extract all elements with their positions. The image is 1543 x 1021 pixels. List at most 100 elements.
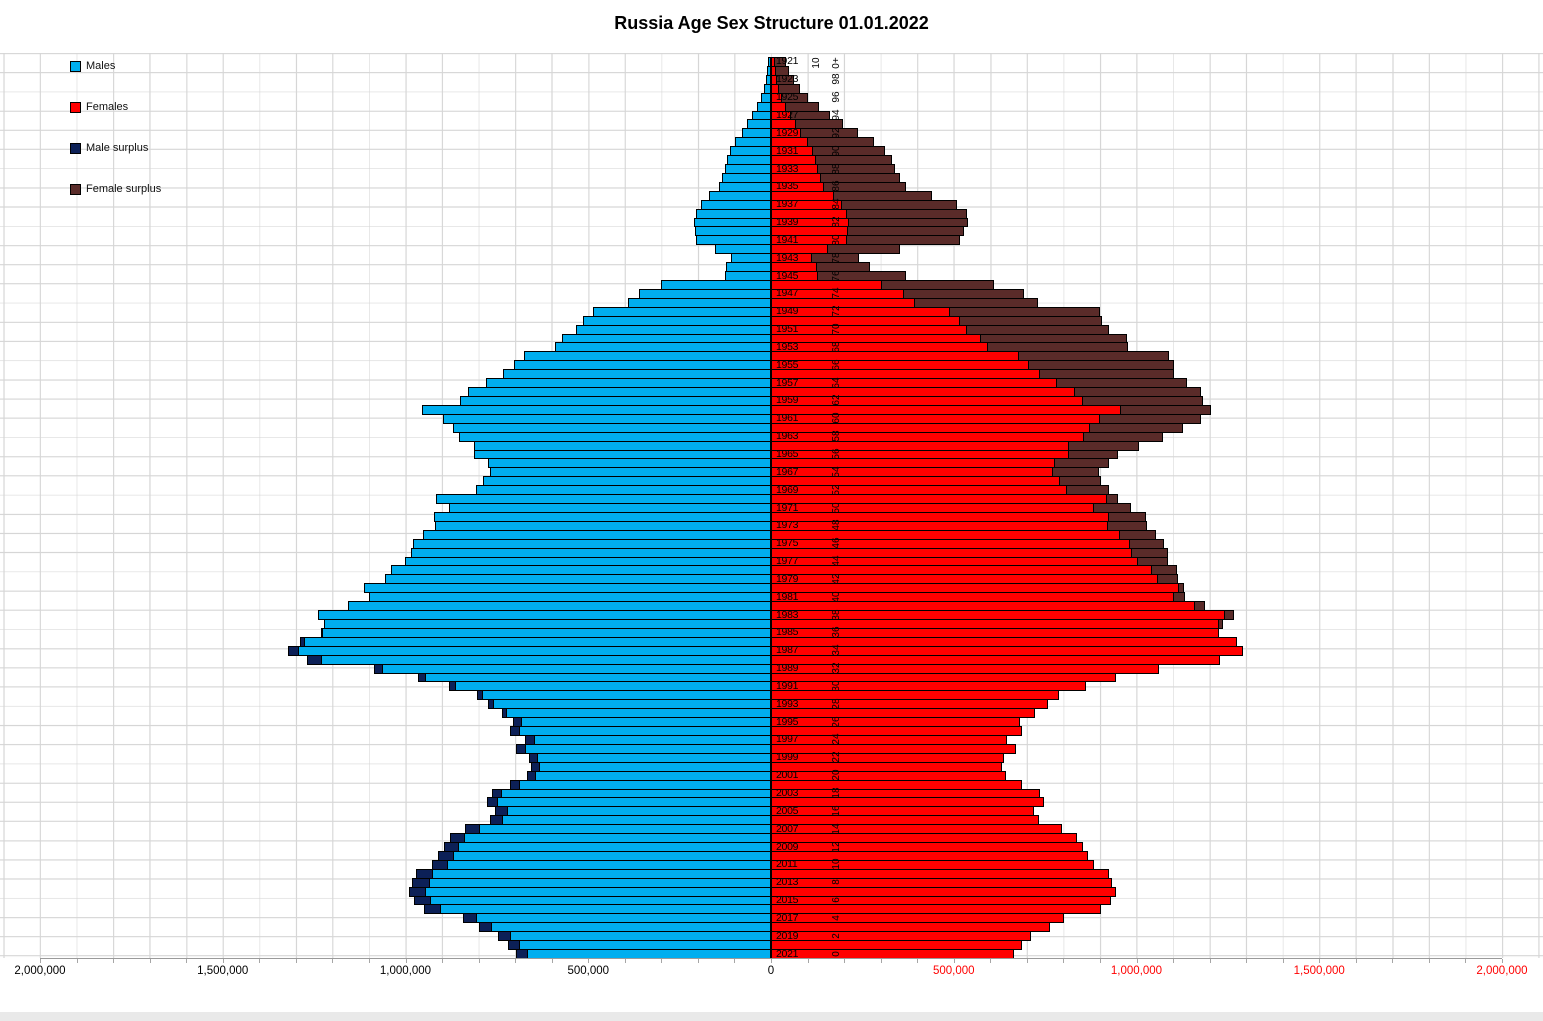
year-label-1957: 1957 — [776, 376, 799, 389]
male-surplus-bar-2015 — [413, 895, 432, 906]
x-axis-tick — [515, 959, 517, 963]
year-label-1965: 1965 — [776, 447, 799, 460]
female-surplus-bar-1984 — [1218, 619, 1224, 629]
year-label-1949: 1949 — [776, 304, 799, 317]
age-label-100-part1: 10 — [811, 57, 822, 70]
year-label-2007: 2007 — [776, 822, 799, 835]
x-axis-tick — [295, 959, 297, 963]
age-label-4: 4 — [831, 915, 842, 921]
center-axis-line — [770, 57, 771, 958]
year-label-1943: 1943 — [776, 251, 799, 264]
year-label-2009: 2009 — [776, 840, 799, 853]
legend-label-female-surplus: Female surplus — [86, 183, 162, 195]
year-label-1973: 1973 — [776, 519, 799, 532]
year-label-1989: 1989 — [776, 661, 799, 674]
year-label-1995: 1995 — [776, 715, 799, 728]
x-axis-tick — [1026, 959, 1028, 963]
male-surplus-bar-1994 — [501, 708, 508, 719]
x-axis-label-zero: 0 — [767, 965, 775, 977]
male-surplus-bar-1993 — [488, 699, 494, 710]
age-label-6: 6 — [831, 897, 842, 903]
age-label-8: 8 — [831, 879, 842, 885]
age-label-100-part2: 0+ — [831, 57, 842, 70]
x-axis-label-right-500000: 500,000 — [932, 965, 975, 977]
x-axis-tick — [442, 959, 444, 963]
female-surplus-bar-1941 — [846, 235, 961, 246]
x-axis-tick — [332, 959, 334, 963]
x-axis-label-left-1500000: 1,500,000 — [197, 965, 249, 977]
female-surplus-swatch-icon — [70, 184, 81, 195]
year-label-1991: 1991 — [776, 679, 799, 692]
x-axis-tick — [113, 959, 115, 963]
year-label-1997: 1997 — [776, 733, 799, 746]
year-label-1979: 1979 — [776, 572, 799, 585]
female-surplus-bar-1983 — [1223, 610, 1235, 620]
year-label-1971: 1971 — [776, 501, 799, 514]
x-axis-tick — [588, 959, 590, 963]
x-axis-tick — [368, 959, 370, 963]
year-label-1993: 1993 — [776, 697, 799, 710]
x-axis-tick — [917, 959, 919, 963]
x-axis-tick — [1246, 959, 1248, 963]
male-surplus-bar-1987 — [287, 645, 299, 656]
x-axis-tick — [1063, 959, 1065, 963]
year-label-1987: 1987 — [776, 643, 799, 656]
year-label-1933: 1933 — [776, 162, 799, 175]
x-axis-tick — [844, 959, 846, 963]
year-label-2013: 2013 — [776, 875, 799, 888]
bottom-band — [0, 1012, 1543, 1021]
x-axis-tick — [1392, 959, 1394, 963]
legend-label-male-surplus: Male surplus — [86, 142, 149, 154]
x-axis-tick — [661, 959, 663, 963]
year-label-1921: 1921 — [776, 55, 799, 68]
year-label-1981: 1981 — [776, 590, 799, 603]
year-label-1939: 1939 — [776, 215, 799, 228]
x-axis-tick — [551, 959, 553, 963]
male-surplus-bar-1988 — [306, 654, 323, 665]
year-label-2015: 2015 — [776, 893, 799, 906]
x-axis-label-right-2000000: 2,000,000 — [1476, 965, 1528, 977]
x-axis-tick — [1502, 959, 1503, 963]
x-axis-tick — [953, 959, 955, 963]
x-axis-tick — [990, 959, 992, 963]
x-axis-tick — [734, 959, 736, 963]
male-surplus-bar-1991 — [449, 681, 456, 692]
x-axis-tick — [807, 959, 809, 963]
year-label-2005: 2005 — [776, 804, 799, 817]
x-axis-tick — [1099, 959, 1101, 963]
x-axis-tick — [624, 959, 626, 963]
year-label-1947: 1947 — [776, 287, 799, 300]
chart-title: Russia Age Sex Structure 01.01.2022 — [614, 13, 929, 33]
x-axis-label-right-1500000: 1,500,000 — [1293, 965, 1345, 977]
year-label-1969: 1969 — [776, 483, 799, 496]
x-axis-tick — [697, 959, 699, 963]
x-axis-tick — [1355, 959, 1357, 963]
male-surplus-swatch-icon — [70, 143, 81, 154]
x-axis-label-right-1000000: 1,000,000 — [1110, 965, 1163, 977]
year-label-2001: 2001 — [776, 768, 799, 781]
x-axis-tick — [405, 959, 407, 963]
male-surplus-bar-2017 — [462, 913, 478, 924]
year-label-1959: 1959 — [776, 394, 799, 407]
male-surplus-bar-2016 — [424, 904, 441, 915]
x-axis-tick — [149, 959, 151, 963]
year-label-1931: 1931 — [776, 144, 799, 157]
x-axis-tick — [1282, 959, 1284, 963]
male-surplus-bar-1990 — [418, 672, 426, 683]
year-label-1999: 1999 — [776, 751, 799, 764]
year-label-1945: 1945 — [776, 269, 799, 282]
x-axis-tick — [186, 959, 188, 963]
x-axis-tick — [40, 959, 41, 963]
year-label-1935: 1935 — [776, 180, 799, 193]
legend-label-males: Males — [86, 60, 116, 72]
year-label-1951: 1951 — [776, 322, 799, 335]
x-axis-tick — [1465, 959, 1467, 963]
x-axis-tick — [259, 959, 261, 963]
x-axis-tick — [1209, 959, 1211, 963]
year-label-1985: 1985 — [776, 626, 799, 639]
x-axis-label-left-2000000: 2,000,000 — [14, 965, 66, 977]
female-surplus-bar-1942 — [826, 244, 900, 255]
male-surplus-bar-1996 — [510, 726, 521, 736]
males-swatch-icon — [70, 61, 81, 72]
